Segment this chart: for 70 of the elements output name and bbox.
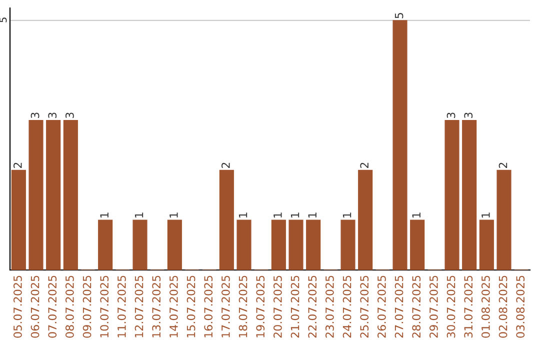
x-tick-label: 19.07.2025 — [256, 276, 265, 338]
x-tick-label: 28.07.2025 — [412, 276, 421, 338]
bar — [219, 170, 234, 270]
data-label: 2 — [221, 162, 230, 168]
bar — [46, 120, 61, 270]
bar — [462, 120, 477, 270]
bar — [306, 220, 321, 270]
data-label: 2 — [13, 162, 22, 168]
x-tick-label: 08.07.2025 — [65, 276, 74, 338]
data-label: 1 — [238, 212, 248, 218]
x-tick-label: 07.07.2025 — [48, 276, 57, 338]
x-tick-label: 21.07.2025 — [290, 276, 300, 338]
x-tick-label: 10.07.2025 — [100, 276, 109, 338]
bar — [28, 120, 44, 270]
x-tick-label: 31.07.2025 — [464, 276, 473, 338]
x-tick-label: 01.08.2025 — [481, 276, 490, 338]
x-tick-label: 09.07.2025 — [82, 276, 92, 338]
x-tick-label: 22.07.2025 — [308, 276, 317, 338]
x-tick-label: 25.07.2025 — [360, 276, 369, 338]
bar — [288, 220, 304, 270]
x-tick-label: 16.07.2025 — [204, 276, 213, 338]
x-tick-label: 11.07.2025 — [117, 276, 126, 338]
data-label: 1 — [100, 212, 108, 218]
bar — [63, 120, 78, 270]
x-tick-label: 17.07.2025 — [221, 276, 230, 338]
data-label: 1 — [170, 212, 178, 218]
x-tick-label: 13.07.2025 — [152, 276, 161, 338]
data-label: 1 — [290, 212, 300, 218]
data-label: 2 — [360, 162, 368, 168]
data-label: 1 — [274, 212, 282, 218]
x-tick-label: 03.08.2025 — [516, 276, 525, 338]
x-tick-label: 29.07.2025 — [429, 276, 438, 338]
bar — [358, 170, 373, 270]
bar — [132, 220, 148, 270]
data-label: 2 — [498, 162, 508, 168]
x-tick-label: 26.07.2025 — [377, 276, 386, 338]
bar — [236, 220, 252, 270]
data-label: 3 — [464, 112, 473, 118]
x-tick-label: 30.07.2025 — [446, 276, 456, 338]
data-label: 1 — [308, 212, 316, 218]
bar — [479, 220, 494, 270]
x-tick-label: 15.07.2025 — [186, 276, 196, 338]
bar — [496, 170, 512, 270]
bar — [340, 220, 356, 270]
bar — [11, 170, 26, 270]
data-label: 1 — [482, 212, 490, 218]
data-label: 1 — [342, 212, 352, 218]
data-label: 3 — [30, 112, 40, 118]
data-label: 3 — [65, 112, 74, 118]
x-tick-label: 06.07.2025 — [30, 276, 40, 338]
x-tick-label: 02.08.2025 — [498, 276, 508, 338]
bar — [98, 220, 113, 270]
data-label: 3 — [446, 112, 456, 118]
data-label: 3 — [48, 112, 57, 118]
bar — [410, 220, 425, 270]
x-tick-label: 14.07.2025 — [169, 276, 178, 338]
x-tick-label: 12.07.2025 — [134, 276, 144, 338]
bar — [392, 20, 408, 270]
bar — [271, 220, 286, 270]
data-label: 5 — [394, 12, 404, 18]
x-tick-label: 05.07.2025 — [13, 276, 22, 338]
bar — [444, 120, 460, 270]
x-tick-label: 23.07.2025 — [325, 276, 334, 338]
x-tick-label: 24.07.2025 — [342, 276, 352, 338]
x-tick-label: 27.07.2025 — [394, 276, 404, 338]
data-label: 1 — [412, 212, 420, 218]
data-label: 1 — [134, 212, 144, 218]
bar — [167, 220, 182, 270]
x-tick-label: 20.07.2025 — [273, 276, 282, 338]
x-tick-label: 18.07.2025 — [238, 276, 248, 338]
